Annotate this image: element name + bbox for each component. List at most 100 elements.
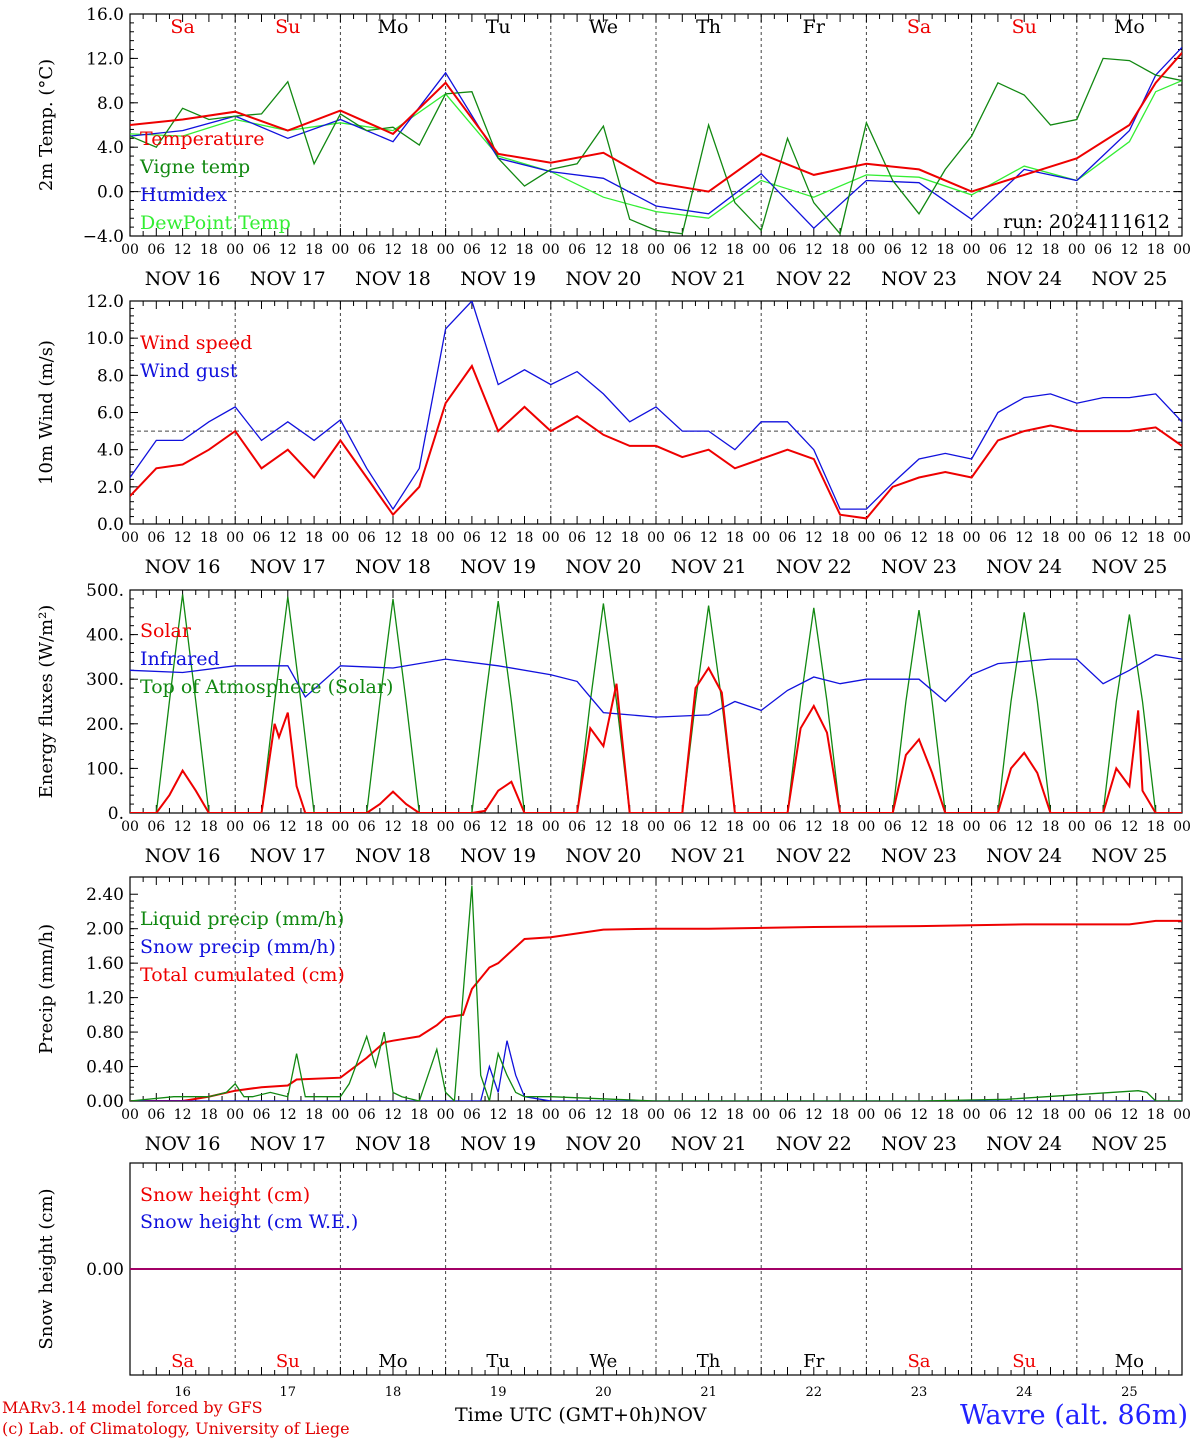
hour-label: 06 [463, 530, 481, 546]
hour-label: 12 [1120, 530, 1138, 546]
day-number: 18 [385, 1385, 402, 1400]
date-label: NOV 17 [250, 556, 326, 578]
hour-label: 12 [594, 1107, 612, 1123]
series-group [130, 885, 1182, 1101]
date-label: NOV 23 [881, 1133, 957, 1155]
hour-label: 06 [253, 530, 271, 546]
hour-label: 06 [568, 242, 586, 258]
series-line-wind-speed [130, 363, 1182, 520]
date-label: NOV 17 [250, 845, 326, 867]
hour-label: 12 [910, 819, 928, 835]
hour-label: 18 [200, 819, 218, 835]
hour-label: 00 [437, 530, 455, 546]
time-axis-month: NOV [660, 1404, 707, 1426]
date-label: NOV 20 [565, 556, 641, 578]
date-label: NOV 20 [565, 845, 641, 867]
date-label: NOV 25 [1091, 556, 1167, 578]
hour-label: 12 [1015, 819, 1033, 835]
hour-label: 06 [147, 819, 165, 835]
hour-label: 18 [410, 1107, 428, 1123]
legend-entry: Liquid precip (mm/h) [140, 908, 344, 930]
legend-entry: Snow height (cm) [140, 1184, 310, 1206]
day-label: Mo [378, 1351, 407, 1372]
date-label: NOV 21 [671, 556, 747, 578]
date-label: NOV 18 [355, 845, 431, 867]
y-tick-label: 300. [86, 670, 124, 690]
date-label: NOV 21 [671, 1133, 747, 1155]
date-label: NOV 22 [776, 556, 852, 578]
hour-label: 18 [1042, 242, 1060, 258]
day-label: Su [276, 1351, 300, 1372]
hour-label: 18 [621, 242, 639, 258]
day-label: Sa [171, 1351, 194, 1372]
day-label: Th [697, 1351, 721, 1372]
y-tick-label: 2.40 [86, 885, 124, 905]
hour-label: 18 [516, 530, 534, 546]
date-label: NOV 21 [671, 268, 747, 290]
hour-label: 12 [489, 1107, 507, 1123]
hour-label: 06 [673, 242, 691, 258]
y-tick-label: 0.80 [86, 1023, 124, 1043]
hour-label: 12 [805, 242, 823, 258]
hour-label: 06 [147, 1107, 165, 1123]
series-line-temperature [130, 52, 1182, 193]
y-tick-label: −4.0 [83, 227, 124, 247]
hour-label: 18 [410, 530, 428, 546]
date-label: NOV 22 [776, 845, 852, 867]
date-label: NOV 19 [460, 268, 536, 290]
hour-label: 00 [331, 819, 349, 835]
series-line-humidex [130, 46, 1182, 230]
date-label: NOV 25 [1091, 845, 1167, 867]
date-label: NOV 25 [1091, 268, 1167, 290]
hour-label: 12 [910, 530, 928, 546]
day-label: Tu [486, 1351, 510, 1372]
date-label: NOV 24 [986, 845, 1062, 867]
y-tick-label: 8.0 [97, 366, 124, 386]
hour-label: 06 [253, 242, 271, 258]
date-label: NOV 23 [881, 845, 957, 867]
date-label: NOV 20 [565, 1133, 641, 1155]
date-label: NOV 23 [881, 268, 957, 290]
date-label: NOV 19 [460, 1133, 536, 1155]
hour-label: 18 [516, 819, 534, 835]
y-tick-label: 1.20 [86, 989, 124, 1009]
day-label: Mo [1114, 16, 1145, 38]
date-label: NOV 22 [776, 1133, 852, 1155]
hour-label: 18 [200, 530, 218, 546]
hour-label: 12 [489, 819, 507, 835]
hour-label: 18 [831, 819, 849, 835]
hour-label: 00 [542, 530, 560, 546]
hour-label: 06 [463, 819, 481, 835]
hour-label: 12 [805, 819, 823, 835]
hour-label: 06 [989, 530, 1007, 546]
day-label: Mo [378, 16, 409, 38]
day-number: 23 [911, 1385, 928, 1400]
hour-label: 06 [779, 242, 797, 258]
hour-label: 12 [1015, 1107, 1033, 1123]
hour-label: 12 [1015, 530, 1033, 546]
hour-label: 06 [147, 530, 165, 546]
day-label: Mo [1115, 1351, 1144, 1372]
hour-label: 00 [226, 242, 244, 258]
legend-entry: Infrared [140, 648, 220, 670]
y-tick-label: 1.60 [86, 954, 124, 974]
hour-label: 12 [594, 819, 612, 835]
hour-label: 06 [358, 242, 376, 258]
series-group [130, 46, 1182, 236]
y-tick-label: 200. [86, 715, 124, 735]
hour-label: 18 [1147, 819, 1165, 835]
y-tick-label: 400. [86, 626, 124, 646]
hour-label: 06 [1094, 1107, 1112, 1123]
panel-frame [129, 300, 1183, 525]
hour-label: 00 [1068, 530, 1086, 546]
y-tick-label: 0.40 [86, 1058, 124, 1078]
hour-label: 00 [857, 242, 875, 258]
date-label: NOV 19 [460, 845, 536, 867]
hour-label: 18 [831, 242, 849, 258]
run-label: run: 2024111612 [1003, 211, 1170, 233]
hour-label: 18 [200, 242, 218, 258]
hour-label: 00 [1173, 1107, 1191, 1123]
hour-label: 06 [884, 530, 902, 546]
hour-label: 12 [700, 530, 718, 546]
hour-label: 18 [200, 1107, 218, 1123]
